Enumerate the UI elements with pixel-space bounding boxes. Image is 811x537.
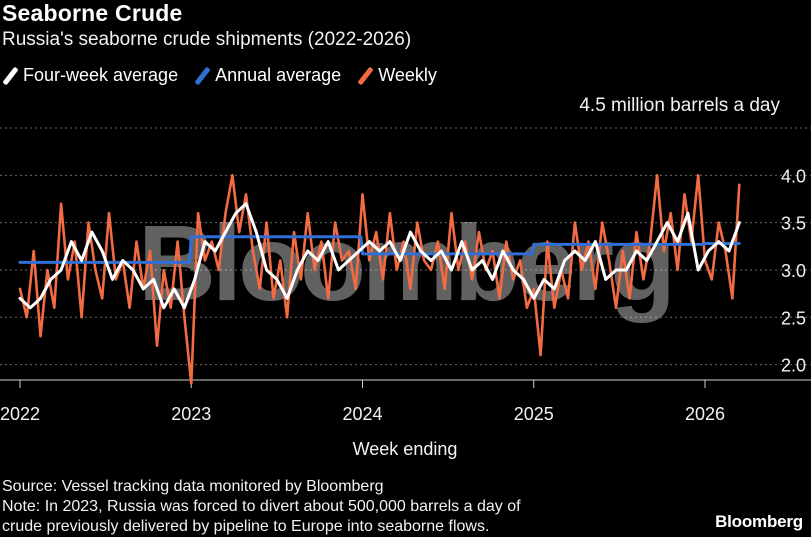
legend-label-weekly: Weekly	[378, 65, 437, 85]
series-line-annual-average	[18, 235, 741, 264]
y-tick-label: 2.5	[781, 308, 806, 328]
series-line-four-week-average	[18, 202, 741, 310]
y-tick-label: 2.0	[781, 356, 806, 376]
chart-title: Seaborne Crude	[2, 0, 183, 26]
legend-label-four-week: Four-week average	[23, 65, 179, 85]
x-axis-title: Week ending	[353, 439, 458, 459]
y-tick-label: 3.0	[781, 261, 806, 281]
legend-item-weekly: Weekly	[357, 65, 437, 86]
x-tick-label: 2024	[342, 404, 382, 424]
chart-subtitle: Russia's seaborne crude shipments (2022-…	[2, 29, 412, 50]
footer-notes: Source: Vessel tracking data monitored b…	[2, 477, 521, 537]
x-tick-label: 2022	[0, 404, 40, 424]
source-text: Source: Vessel tracking data monitored b…	[2, 478, 384, 495]
y-tick-label: 3.5	[781, 214, 806, 234]
x-tick-label: 2026	[685, 404, 725, 424]
note-line-2: crude previously delivered by pipeline t…	[2, 518, 490, 535]
legend: Four-week average Annual average Weekly	[2, 65, 453, 86]
x-tick-label: 2025	[514, 404, 554, 424]
y-axis-unit-label: 4.5 million barrels a day	[579, 95, 780, 116]
bloomberg-logo: Bloomberg	[715, 512, 803, 531]
series-line-weekly	[18, 174, 741, 385]
x-tick-label: 2023	[171, 404, 211, 424]
legend-item-annual: Annual average	[194, 65, 341, 86]
y-tick-label: 4.0	[781, 166, 806, 186]
note-line-1: Note: In 2023, Russia was forced to dive…	[2, 498, 521, 515]
legend-label-annual: Annual average	[215, 65, 342, 85]
legend-item-four-week: Four-week average	[2, 65, 178, 86]
